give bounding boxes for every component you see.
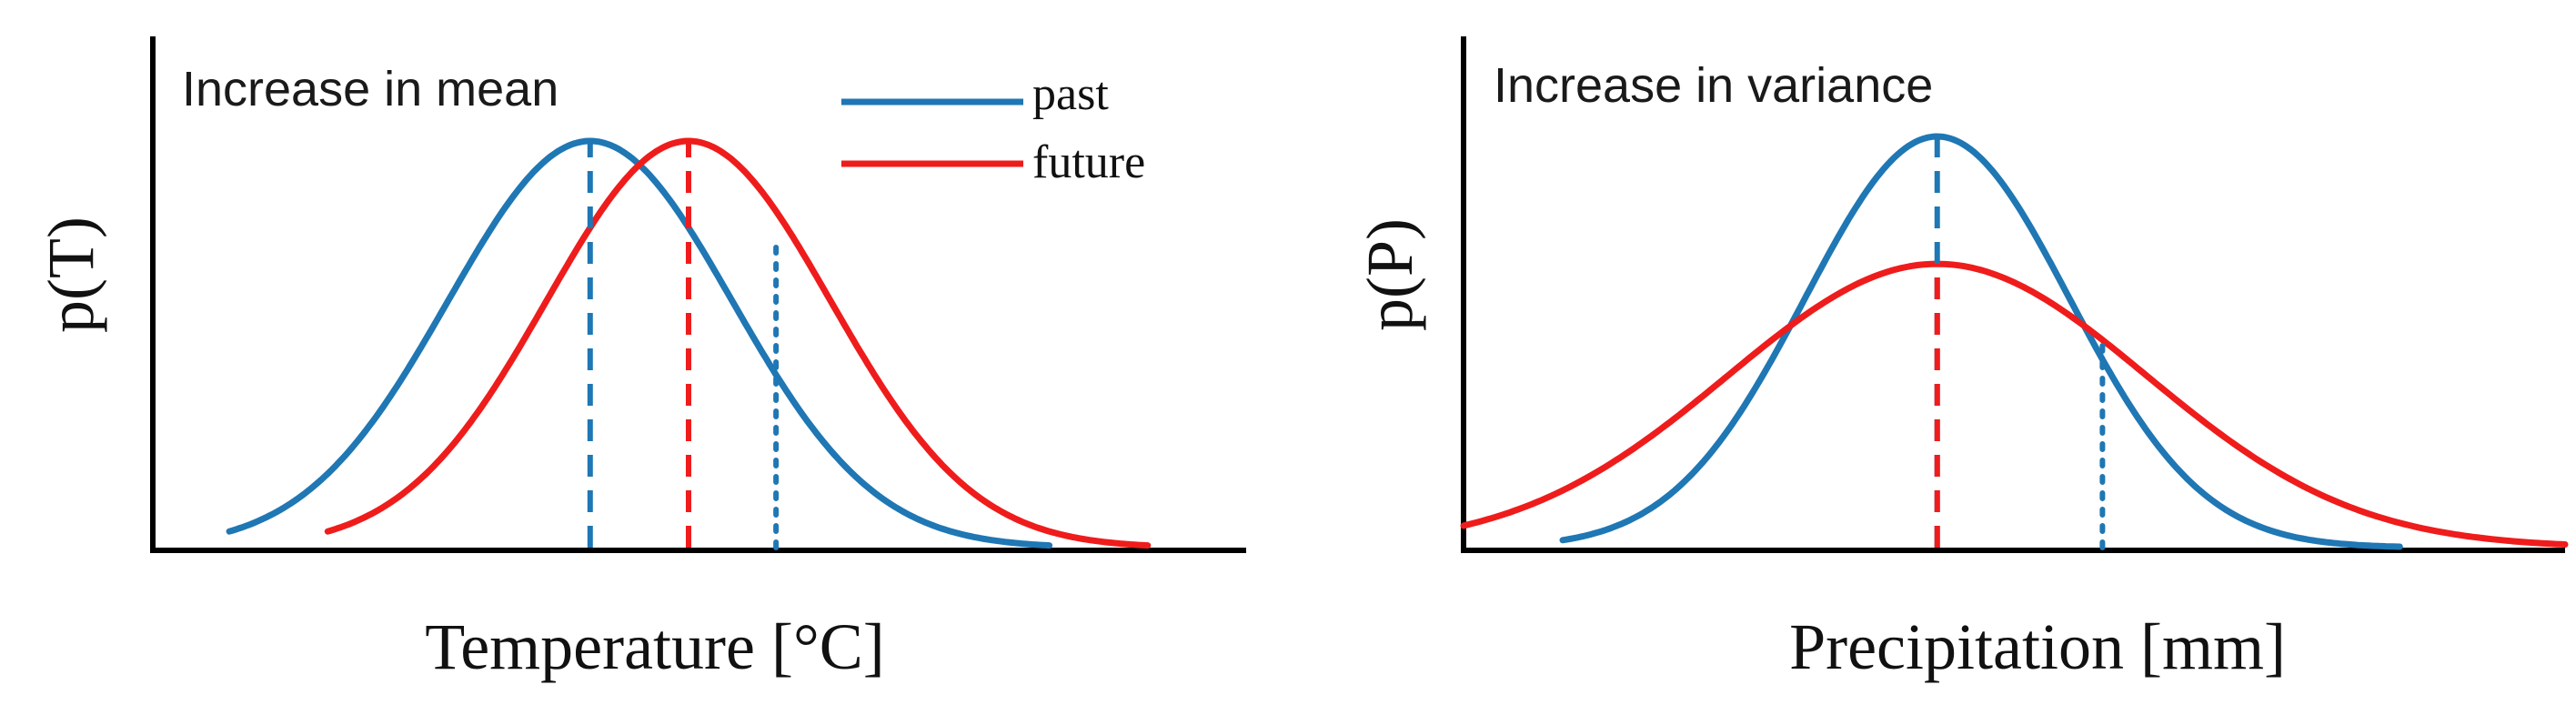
legend: past future (841, 68, 1145, 188)
series-group (1460, 133, 2569, 550)
panel-title: Increase in variance (1494, 58, 1933, 113)
series-group (226, 137, 1152, 549)
series-line-past (1559, 133, 2403, 550)
series-line-future (1460, 260, 2569, 548)
x-axis-label: Precipitation [mm] (1789, 610, 2286, 683)
series-line-future (324, 137, 1152, 549)
marker-group (1934, 136, 2106, 550)
x-axis-label: Temperature [°C] (425, 610, 885, 683)
legend-label-future: future (1032, 136, 1145, 188)
panel-increase-in-variance: Increase in variance p(P) Precipitation … (1353, 36, 2569, 683)
panel-title: Increase in mean (182, 62, 558, 116)
legend-label-past: past (1032, 68, 1109, 120)
marker-group (587, 141, 780, 550)
y-axis-label: p(P) (1353, 218, 1426, 331)
y-axis-label: p(T) (35, 217, 107, 333)
panel-increase-in-mean: Increase in mean p(T) Temperature [°C] p… (35, 36, 1246, 683)
series-line-past (226, 137, 1053, 549)
